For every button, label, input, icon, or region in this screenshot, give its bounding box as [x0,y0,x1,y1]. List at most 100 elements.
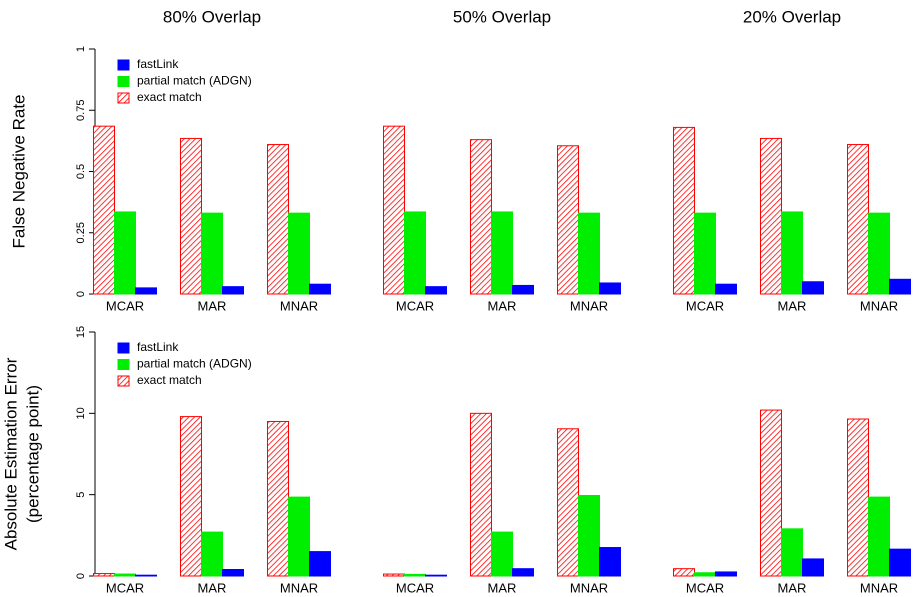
bar [760,409,782,577]
bar [180,137,202,295]
legend-label: fastLink [137,57,179,71]
legend-label: exact match [137,373,202,387]
bar [470,139,492,295]
x-tick-label: MCAR [396,580,434,595]
x-tick-label: MNAR [570,580,608,595]
bar [267,144,289,295]
y-tick-label: 10 [75,407,87,419]
legend-label: exact match [137,90,202,104]
x-tick-label: MAR [198,580,227,595]
bar [288,212,310,295]
bar [868,212,890,295]
x-tick-label: MNAR [860,580,898,595]
y-tick-label: 15 [75,326,87,338]
bar [715,571,737,577]
y-tick-label: 0.5 [75,164,87,179]
x-tick-label: MNAR [860,298,898,313]
x-tick-label: MNAR [570,298,608,313]
legend-swatch [117,76,130,87]
bar [694,572,716,577]
bar [781,528,803,577]
bar [578,494,600,577]
legend-label: fastLink [137,340,179,354]
bar [93,573,115,577]
legend-label: partial match (ADGN) [137,357,252,371]
x-tick-label: MCAR [686,580,724,595]
bar [557,145,579,295]
legend-swatch [117,375,130,387]
x-tick-label: MCAR [106,580,144,595]
bar [889,278,911,295]
x-tick-label: MAR [778,580,807,595]
bar [694,212,716,295]
legend-swatch [117,342,130,354]
bar [135,574,157,577]
y-tick-label: 0.75 [75,100,87,121]
bar [578,212,600,295]
x-tick-label: MAR [488,580,517,595]
bar [673,126,695,295]
bar [802,281,824,295]
y-tick-label: 0 [75,291,87,297]
bar [404,573,426,577]
bar [425,286,447,295]
bar [512,568,534,577]
bar [802,558,824,577]
bar [114,573,136,577]
bar [288,496,310,577]
x-tick-label: MCAR [686,298,724,313]
x-tick-label: MAR [488,298,517,313]
bar [222,286,244,295]
y-axis-label: (percentage point) [23,385,42,523]
x-tick-label: MCAR [106,298,144,313]
y-tick-label: 0 [75,573,87,579]
x-tick-label: MAR [198,298,227,313]
legend-swatch [117,59,130,71]
legend-swatch [117,92,130,104]
panel-title: 80% Overlap [163,7,261,26]
bar [599,282,621,295]
bar [114,211,136,295]
bar [201,531,223,577]
bar [673,568,695,577]
bar [470,412,492,577]
bar [599,547,621,577]
x-tick-label: MCAR [396,298,434,313]
bar [425,574,447,577]
bar [222,568,244,577]
legend-swatch [117,359,130,370]
y-tick-label: 1 [75,46,87,52]
bar [760,137,782,295]
bar [512,284,534,295]
bar [180,416,202,577]
bar [404,211,426,295]
bar [309,551,331,577]
bar [715,283,737,295]
y-axis-label: Absolute Estimation Error [1,357,20,550]
bar [557,428,579,577]
y-tick-label: 5 [75,492,87,498]
bar [868,496,890,577]
bar [383,573,405,577]
bar [491,211,513,295]
x-tick-label: MNAR [280,298,318,313]
panel-title: 20% Overlap [743,7,841,26]
bar [491,531,513,577]
bar [889,548,911,577]
bar [847,418,869,577]
bar [847,144,869,295]
bar [383,125,405,295]
bar [93,125,115,295]
panel-title: 50% Overlap [453,7,551,26]
bar [267,420,289,577]
y-tick-label: 0.25 [75,222,87,243]
bar [135,287,157,295]
y-axis-label: False Negative Rate [9,94,28,248]
bar [201,212,223,295]
bar [781,211,803,295]
bar [309,283,331,295]
x-tick-label: MAR [778,298,807,313]
legend-label: partial match (ADGN) [137,74,252,88]
x-tick-label: MNAR [280,580,318,595]
